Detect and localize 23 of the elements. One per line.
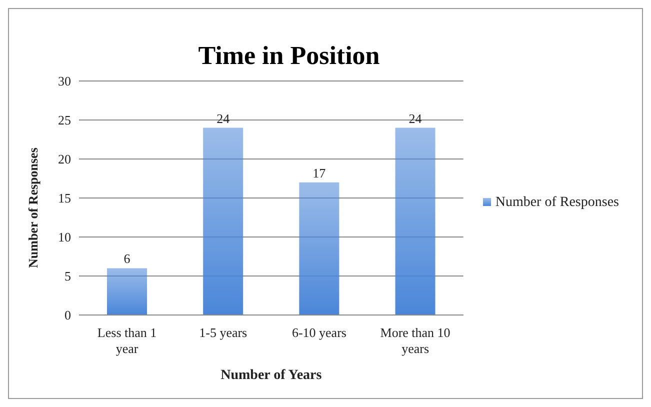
y-tick-label: 5: [64, 268, 71, 284]
chart-title: Time in Position: [197, 41, 381, 71]
x-tick-label: Less than 1 year: [97, 325, 157, 356]
data-label: 24: [216, 110, 230, 126]
y-tick-label: 15: [58, 190, 71, 206]
x-tick-label: More than 10 years: [380, 325, 450, 356]
y-tick-label: 30: [58, 74, 71, 89]
bar: [203, 128, 244, 315]
bar: [395, 128, 436, 315]
x-tick-label: 6-10 years: [292, 325, 346, 340]
data-label: 24: [408, 110, 422, 126]
y-tick-label: 0: [64, 308, 71, 323]
y-tick-label: 25: [58, 112, 71, 128]
data-label: 17: [312, 165, 326, 180]
data-label: 6: [124, 251, 131, 266]
x-axis-title: Number of Years: [220, 368, 322, 383]
y-tick-label: 20: [58, 152, 71, 167]
bar: [107, 268, 147, 315]
legend-label: Number of Responses: [495, 195, 619, 210]
y-tick-label: 10: [58, 230, 71, 245]
y-axis-title: Number of Responses: [26, 148, 41, 268]
bar: [299, 182, 340, 315]
x-tick-label: 1-5 years: [199, 325, 248, 340]
